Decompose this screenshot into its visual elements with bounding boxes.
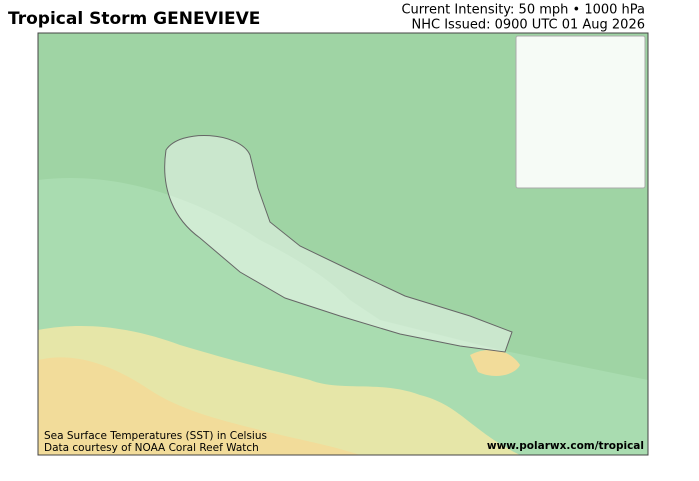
footer-credit: Data courtesy of NOAA Coral Reef Watch (44, 442, 259, 454)
title: Tropical Storm GENEVIEVE (8, 9, 260, 29)
legend-box (515, 35, 646, 189)
forecast-cone (164, 134, 513, 353)
issued: NHC Issued: 0900 UTC 01 Aug 2026 (412, 18, 646, 33)
footer-url: www.polarwx.com/tropical (487, 440, 644, 452)
intensity: Current Intensity: 50 mph • 1000 hPa (401, 3, 645, 18)
sst-warmer (38, 357, 360, 455)
sst-warm-patch (470, 349, 520, 376)
map-frame (37, 32, 649, 456)
footer-sst: Sea Surface Temperatures (SST) in Celsiu… (44, 430, 267, 442)
